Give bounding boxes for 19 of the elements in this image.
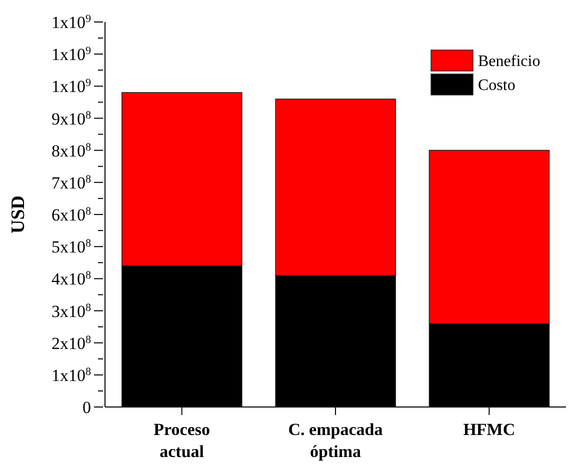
y-tick-label: 4x10$^{8}$ (51, 270, 92, 289)
y-tick-label: 0 (82, 398, 91, 417)
y-tick-label: 9x10$^{8}$ (51, 109, 92, 128)
y-tick-label: 8x10$^{8}$ (51, 141, 92, 160)
y-axis-title: USD (8, 195, 29, 234)
y-tick-label: 1x10$^{8}$ (51, 366, 92, 385)
y-tick-label: 1x10$^{9}$ (51, 45, 92, 64)
y-tick-label: 1x10$^{9}$ (51, 77, 92, 96)
y-tick-label: 3x10$^{8}$ (51, 302, 92, 321)
y-tick-label: 2x10$^{8}$ (51, 334, 92, 353)
x-tick-label: Proceso actual (154, 420, 210, 461)
legend-label: Beneficio (478, 53, 540, 70)
y-tick-label: 7x10$^{8}$ (51, 173, 92, 192)
legend-label: Costo (478, 77, 516, 94)
y-tick-label: 5x10$^{8}$ (51, 238, 92, 257)
x-tick-label: C. empacada óptima (288, 420, 384, 461)
y-tick-label: 1x10$^{9}$ (51, 13, 92, 32)
y-tick-label: 6x10$^{8}$ (51, 206, 92, 224)
x-tick-label: HFMC (463, 420, 516, 439)
